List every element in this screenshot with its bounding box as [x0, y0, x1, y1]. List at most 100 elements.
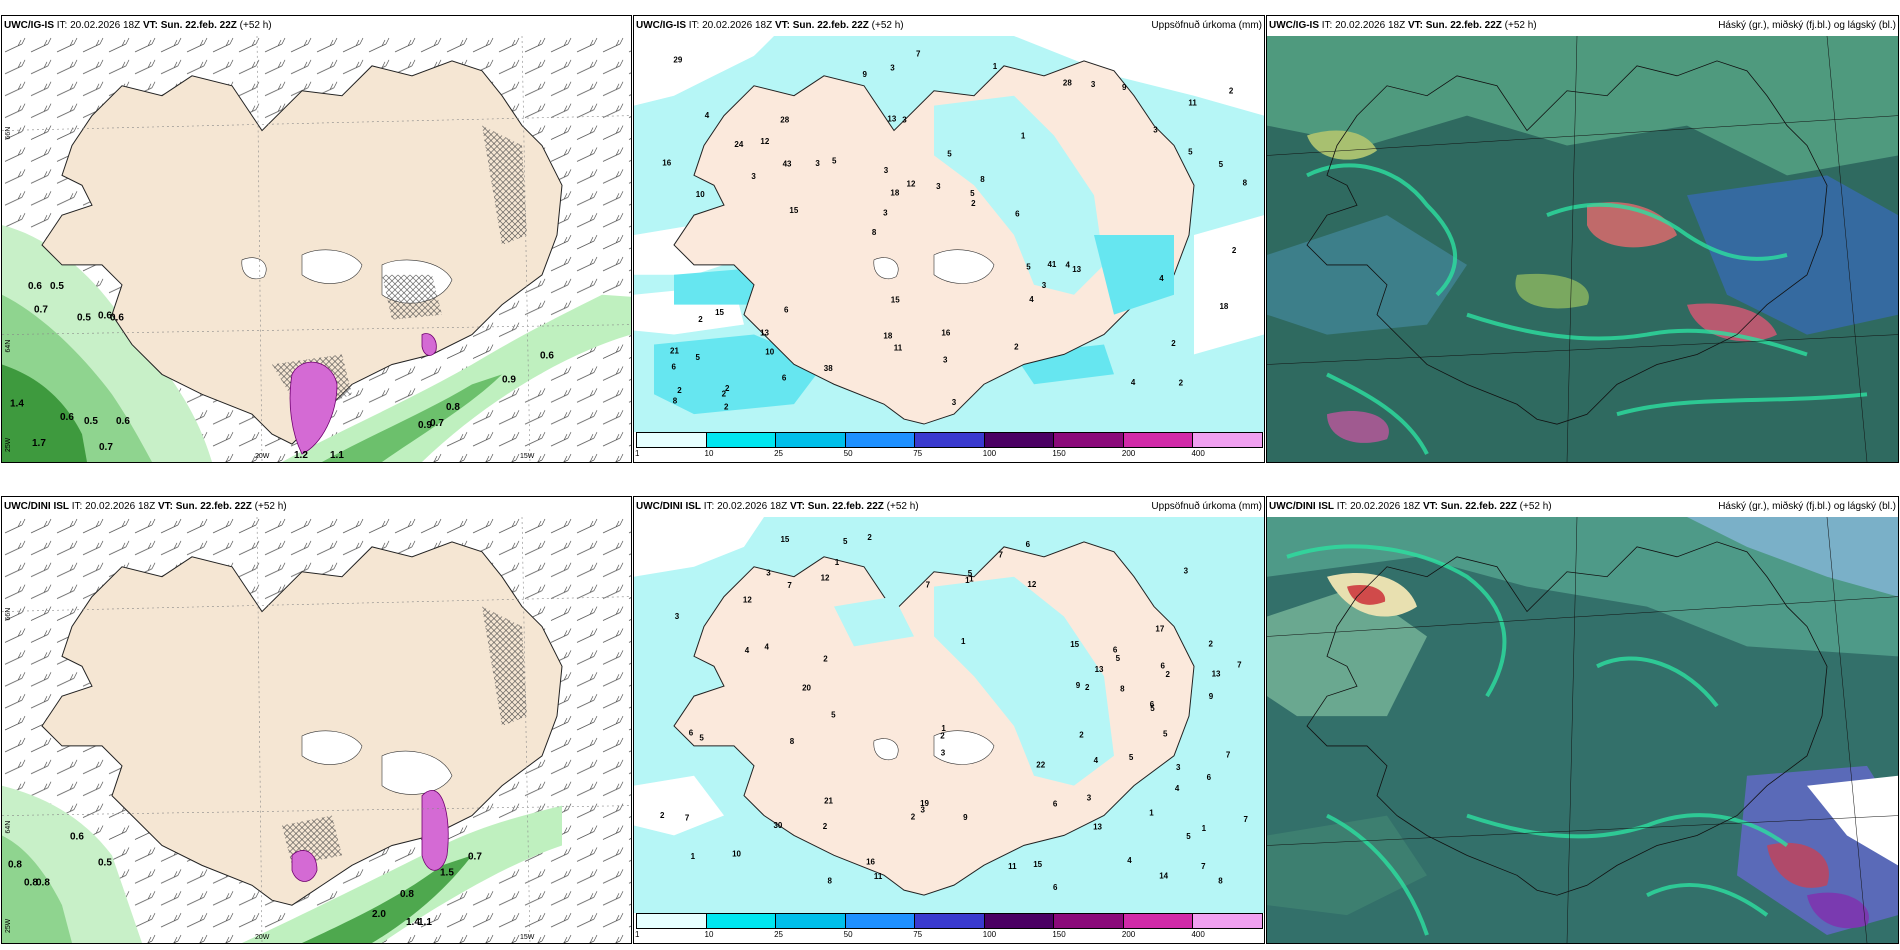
wind-label: 0.8 — [400, 889, 414, 900]
precip-value-label: 12 — [760, 137, 769, 146]
precip-value-label: 6 — [1053, 883, 1058, 892]
precip-value-label: 3 — [751, 172, 756, 181]
colorbar-tick: 200 — [1121, 449, 1136, 458]
precip-value-label: 2 — [940, 732, 945, 741]
precip-value-label: 5 — [696, 353, 701, 362]
precip-colorbar: 1 10 25 50 75 100 150 200 400 — [635, 913, 1263, 941]
colorbar-swatch — [705, 913, 777, 929]
colorbar-swatch — [844, 432, 916, 448]
lon-label-a: 20W — [255, 934, 270, 941]
lon-label-b: 15W — [520, 453, 535, 460]
lead-time: (+52 h) — [871, 20, 904, 31]
colorbar-tick: 400 — [1191, 449, 1205, 458]
precip-value-label: 1 — [691, 852, 696, 861]
wind-label: 0.9 — [418, 420, 432, 431]
precip-value-label: 10 — [765, 348, 774, 357]
precip-title: Uppsöfnuð úrkoma (mm) — [1151, 20, 1262, 31]
wind-label: 0.8 — [24, 877, 38, 888]
precip-value-label: 4 — [765, 643, 770, 652]
vt-label: VT: — [142, 20, 158, 31]
wind-label: 0.9 — [502, 374, 516, 385]
precip-value-label: 15 — [1070, 640, 1079, 649]
precip-value-label: 6 — [784, 306, 789, 315]
precip-value-label: 12 — [821, 574, 830, 583]
cloud-title: Háský (gr.), miðský (fj.bl.) og lágský (… — [1718, 501, 1896, 512]
precip-value-label: 2 — [823, 655, 828, 664]
precip-value-label: 15 — [715, 308, 724, 317]
precip-value-label: 6 — [689, 728, 694, 737]
colorbar-swatch — [914, 432, 985, 448]
vt-label: VT: — [774, 20, 790, 31]
precip-value-label: 8 — [673, 397, 678, 406]
precip-value-label: 2 — [1232, 246, 1237, 255]
precip-value-label: 5 — [1150, 704, 1155, 713]
precip-value-label: 5 — [1129, 753, 1134, 762]
precip-value-label: 2 — [722, 389, 727, 398]
precip-value-label: 2 — [971, 199, 976, 208]
precip-value-label: 3 — [883, 209, 888, 218]
precip-value-label: 15 — [781, 535, 790, 544]
colorbar-tick: 10 — [704, 930, 714, 939]
it-value: 20.02.2026 18Z — [717, 501, 788, 512]
panel-header: UWC/DINI ISL IT: 20.02.2026 18Z VT: Sun.… — [2, 497, 631, 517]
precip-value-label: 5 — [832, 156, 837, 165]
colorbar-tick: 25 — [774, 930, 784, 939]
wind-panel-row2: UWC/DINI ISL IT: 20.02.2026 18Z VT: Sun.… — [1, 496, 632, 944]
it-label: IT: — [688, 20, 700, 31]
wind-label: 0.5 — [84, 416, 98, 427]
precip-value-label: 13 — [760, 329, 769, 338]
wind-label: 1.2 — [294, 450, 308, 461]
precip-value-label: 10 — [696, 190, 705, 199]
it-label: IT: — [1321, 20, 1333, 31]
precip-value-label: 9 — [1209, 692, 1214, 701]
precip-value-label: 2 — [725, 384, 730, 393]
precip-value-label: 13 — [1095, 665, 1104, 674]
precip-value-label: 5 — [947, 149, 952, 158]
precip-value-label: 6 — [782, 374, 787, 383]
precip-value-label: 4 — [705, 111, 710, 120]
it-label: IT: — [1336, 501, 1348, 512]
wind-label: 0.7 — [99, 442, 113, 453]
iceland-outline — [1306, 541, 1828, 896]
precip-value-label: 15 — [1033, 860, 1042, 869]
iceland-outline — [1306, 60, 1828, 425]
precip-value-label: 41 — [1048, 260, 1057, 269]
precip-value-label: 29 — [673, 55, 682, 64]
wind-label: 1.1 — [330, 450, 344, 461]
colorbar-swatch — [914, 913, 985, 929]
colorbar-tick: 75 — [913, 449, 923, 458]
wind-label: 1.5 — [440, 867, 454, 878]
precip-value-label: 8 — [828, 877, 833, 886]
panel-header: UWC/IG-IS IT: 20.02.2026 18Z VT: Sun. 22… — [1267, 16, 1898, 36]
wind-label: 0.5 — [77, 313, 91, 324]
wind-label: 0.7 — [430, 418, 444, 429]
precip-value-label: 6 — [1150, 700, 1155, 709]
precip-value-label: 18 — [890, 188, 899, 197]
precip-value-label: 3 — [766, 569, 771, 578]
lon-label-a: 20W — [255, 453, 270, 460]
colorbar-tick: 1 — [635, 449, 640, 458]
precip-value-label: 6 — [672, 363, 677, 372]
precip-value-label: 12 — [743, 595, 752, 604]
precip-value-label: 4 — [1159, 274, 1164, 283]
wind-map: 0.6 0.5 0.7 0.5 0.6 0.6 1.4 0.6 0.5 0.6 … — [2, 36, 631, 462]
it-label: IT: — [71, 501, 83, 512]
precip-value-label: 4 — [1127, 856, 1132, 865]
lead-time: (+52 h) — [239, 20, 272, 31]
colorbar-swatch — [775, 432, 846, 448]
precip-value-label: 3 — [936, 182, 941, 191]
precip-value-label: 8 — [1218, 876, 1223, 885]
precip-value-label: 20 — [802, 684, 811, 693]
precip-value-label: 2 — [724, 403, 729, 412]
precip-value-label: 2 — [1179, 378, 1184, 387]
precip-value-label: 6 — [1161, 661, 1166, 670]
precip-value-label: 1 — [835, 558, 840, 567]
precip-value-label: 2 — [911, 812, 916, 821]
precip-value-label: 11 — [1008, 862, 1017, 871]
precip-value-label: 12 — [907, 180, 916, 189]
cloud-map — [1267, 36, 1898, 462]
colorbar-swatch — [636, 432, 707, 448]
wind-label: 0.6 — [28, 281, 42, 292]
cloud-panel-row2: UWC/DINI ISL IT: 20.02.2026 18Z VT: Sun.… — [1266, 496, 1899, 944]
precip-value-label: 13 — [1212, 670, 1221, 679]
